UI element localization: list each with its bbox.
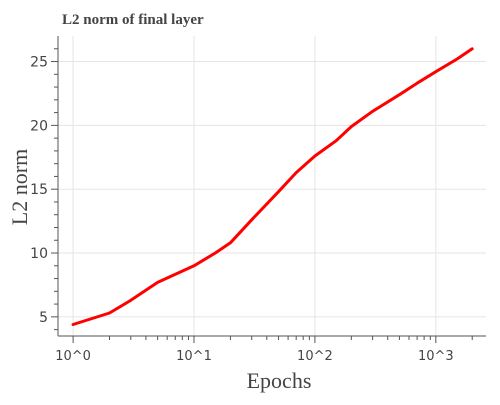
series-line xyxy=(71,47,474,326)
y-tick-label: 15 xyxy=(30,182,48,198)
y-tick-label: 25 xyxy=(30,55,48,71)
x-tick-label: 10^0 xyxy=(55,349,91,364)
grid xyxy=(58,36,486,336)
x-axis-title: Epochs xyxy=(247,368,312,393)
x-tick-label: 10^3 xyxy=(418,349,454,364)
y-tick-label: 20 xyxy=(30,118,48,134)
axes: 10^0 10^1 10^2 10^3 5 10 15 20 25 xyxy=(30,36,486,364)
chart-title: L2 norm of final layer xyxy=(62,12,204,28)
y-axis-title: L2 norm xyxy=(7,149,32,225)
y-tick-label: 5 xyxy=(39,310,48,326)
y-tick-label: 10 xyxy=(30,246,48,262)
x-tick-label: 10^1 xyxy=(176,349,212,364)
x-tick-label: 10^2 xyxy=(297,349,333,364)
series xyxy=(71,47,474,326)
